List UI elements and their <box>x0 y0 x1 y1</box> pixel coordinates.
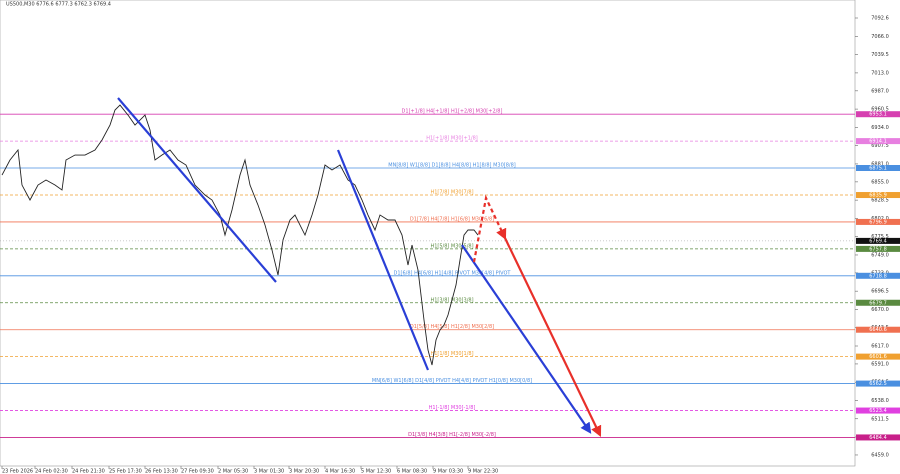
level-label: H1[5/8] M30[5/8] <box>430 243 473 249</box>
y-tick-label: 6934.0 <box>871 125 889 131</box>
x-tick-label: 4 Mar 16:30 <box>325 469 355 474</box>
trend-line <box>117 97 277 283</box>
x-tick-label: 6 Mar 08:30 <box>397 469 427 474</box>
y-tick-label: 7013.0 <box>871 70 889 76</box>
level-label: MN[6/8] W1[6/8] D1[4/8] PIVOT H4[4/8] PI… <box>372 378 532 384</box>
price-box <box>856 353 900 360</box>
y-tick-label: 6828.5 <box>871 198 889 204</box>
level-label: D1[5/8] H4[5/8] H1[2/8] M30[2/8] <box>410 324 494 330</box>
level-label: H1[-1/8] M30[-1/8] <box>429 405 476 411</box>
level-label: D1[6/8] H4[6/8] H1[4/8] PIVOT M30[4/8] P… <box>394 270 512 276</box>
x-tick-label: 3 Mar 01:30 <box>254 469 284 474</box>
price-box-label: 6757.8 <box>869 246 887 252</box>
price-line <box>1 104 479 366</box>
plot-frame <box>0 0 856 467</box>
level-label: D1[+1/8] H4[+1/8] H1[+2/8] M30[+2/8] <box>402 109 503 115</box>
y-tick-label: 6696.5 <box>871 289 889 295</box>
x-tick-label: 9 Mar 22:30 <box>468 469 498 474</box>
y-tick-label: 7039.5 <box>871 52 889 58</box>
level-label: D1[7/8] H4[7/8] H1[6/8] M30[6/8] <box>410 216 494 222</box>
price-box <box>856 245 900 252</box>
price-box <box>856 299 900 306</box>
price-box <box>856 407 900 414</box>
x-tick-label: 26 Feb 13:30 <box>145 469 178 474</box>
x-tick-label: 3 Mar 20:30 <box>289 469 319 474</box>
price-box-label: 6953.1 <box>869 112 887 118</box>
price-box-label: 6640.6 <box>869 327 887 333</box>
x-tick-label: 9 Mar 03:30 <box>433 469 463 474</box>
level-label: MN[8/8] W1[8/8] D1[8/8] H4[8/8] H1[8/8] … <box>388 163 515 169</box>
price-box-label: 6679.7 <box>869 300 887 306</box>
y-tick-label: 6881.0 <box>871 161 889 167</box>
price-box <box>856 380 900 387</box>
y-tick-label: 7092.6 <box>871 16 889 22</box>
y-tick-label: 6459.0 <box>871 452 889 458</box>
price-box-label: 6796.9 <box>869 219 887 225</box>
last-price-label: 6769.4 <box>869 238 887 244</box>
trend-line <box>461 244 592 434</box>
price-box <box>856 111 900 118</box>
trend-line <box>504 237 602 437</box>
y-tick-label: 6511.5 <box>871 416 889 422</box>
price-box-label: 6835.9 <box>869 193 887 199</box>
price-box-label: 6523.4 <box>869 408 887 414</box>
x-tick-label: 24 Feb 21:30 <box>72 469 105 474</box>
y-tick-label: 6987.0 <box>871 88 889 94</box>
price-box <box>856 326 900 333</box>
x-tick-label: 27 Feb 09:30 <box>181 469 214 474</box>
y-tick-label: 6670.0 <box>871 307 889 313</box>
price-box-label: 6484.4 <box>869 435 887 441</box>
price-box <box>856 218 900 225</box>
y-tick-label: 6960.5 <box>871 107 889 113</box>
x-tick-label: 25 Feb 17:30 <box>109 469 142 474</box>
y-tick-label: 6617.0 <box>871 344 889 350</box>
x-tick-label: 24 Feb 02:30 <box>35 469 68 474</box>
price-box-label: 6562.5 <box>869 381 887 387</box>
y-tick-label: 6907.5 <box>871 143 889 149</box>
x-tick-label: 2 Mar 05:30 <box>218 469 248 474</box>
price-box-label: 6875.1 <box>869 166 887 172</box>
level-label: H1[7/8] M30[7/8] <box>430 190 473 196</box>
price-box <box>856 272 900 279</box>
level-label: H1[1/8] M30[1/8] <box>430 351 473 357</box>
y-tick-label: 6775.5 <box>871 234 889 240</box>
price-box <box>856 434 900 441</box>
price-box <box>856 138 900 145</box>
y-tick-label: 6538.0 <box>871 398 889 404</box>
price-box-label: 6718.8 <box>869 273 887 279</box>
trend-line <box>336 149 430 371</box>
last-price-box <box>856 237 900 244</box>
price-box-label: 6914.1 <box>869 139 887 145</box>
price-box <box>856 192 900 199</box>
x-tick-label: 23 Feb 2026 <box>2 469 33 474</box>
y-tick-label: 6749.0 <box>871 252 889 258</box>
x-tick-label: 5 Mar 12:30 <box>361 469 391 474</box>
price-box-label: 6601.6 <box>869 354 887 360</box>
y-tick-label: 6802.0 <box>871 216 889 222</box>
chart-title: US500,M30 6776.6 6777.3 6762.3 6769.4 <box>6 2 111 8</box>
y-tick-label: 6855.0 <box>871 179 889 185</box>
trend-line <box>472 194 507 263</box>
y-tick-label: 7066.0 <box>871 34 889 40</box>
level-label: H1[+1/8] M30[+1/8] <box>426 136 478 142</box>
y-tick-label: 6591.0 <box>871 361 889 367</box>
level-label: D1[3/8] H4[3/8] H1[-2/8] M30[-2/8] <box>408 432 496 438</box>
price-box <box>856 165 900 171</box>
